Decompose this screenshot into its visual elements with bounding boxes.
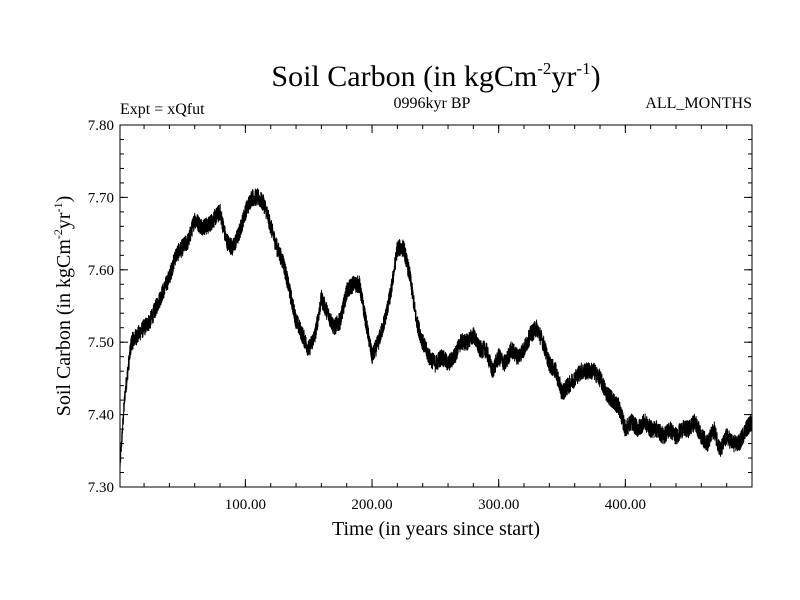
y-tick-label: 7.80 [88,118,114,134]
chart-title-sup-1: -2 [537,59,551,78]
chart-title-sup-2: -1 [576,59,590,78]
chart-title-mid: yr [551,60,576,93]
chart-title: Soil Carbon (in kgCm-2yr-1) [271,59,600,93]
axis-tick-labels: 7.30 7.40 7.50 7.60 7.70 7.80 100.00 200.00 300.… [88,118,646,513]
y-axis-label-sup-1: -2 [51,229,65,239]
x-tick-label: 300.00 [478,497,519,513]
y-axis-label-main: Soil Carbon (in kgCm [53,239,75,417]
chart-title-main: Soil Carbon (in kgCm [271,60,537,93]
subtitle-months: ALL_MONTHS [645,95,752,112]
y-tick-label: 7.40 [88,408,114,424]
x-axis-label: Time (in years since start) [332,518,540,540]
subtitle-experiment: Expt = xQfut [120,101,205,118]
subtitle-period: 0996kyr BP [394,95,471,112]
x-tick-label: 100.00 [225,497,266,513]
y-axis-label-sup-2: -1 [51,202,65,212]
y-axis-label-end: ) [53,196,75,203]
y-tick-label: 7.30 [88,480,114,496]
x-tick-label: 400.00 [605,497,646,513]
y-tick-label: 7.50 [88,335,114,351]
plot-frame [119,124,753,488]
y-axis-label-mid: yr [53,212,75,229]
y-tick-label: 7.70 [88,190,114,206]
chart-title-end: ) [591,60,601,93]
series-line-soil-carbon [119,188,753,468]
y-axis-label: Soil Carbon (in kgCm-2yr-1) [51,196,75,417]
x-tick-label: 200.00 [351,497,392,513]
y-tick-label: 7.60 [88,263,114,279]
